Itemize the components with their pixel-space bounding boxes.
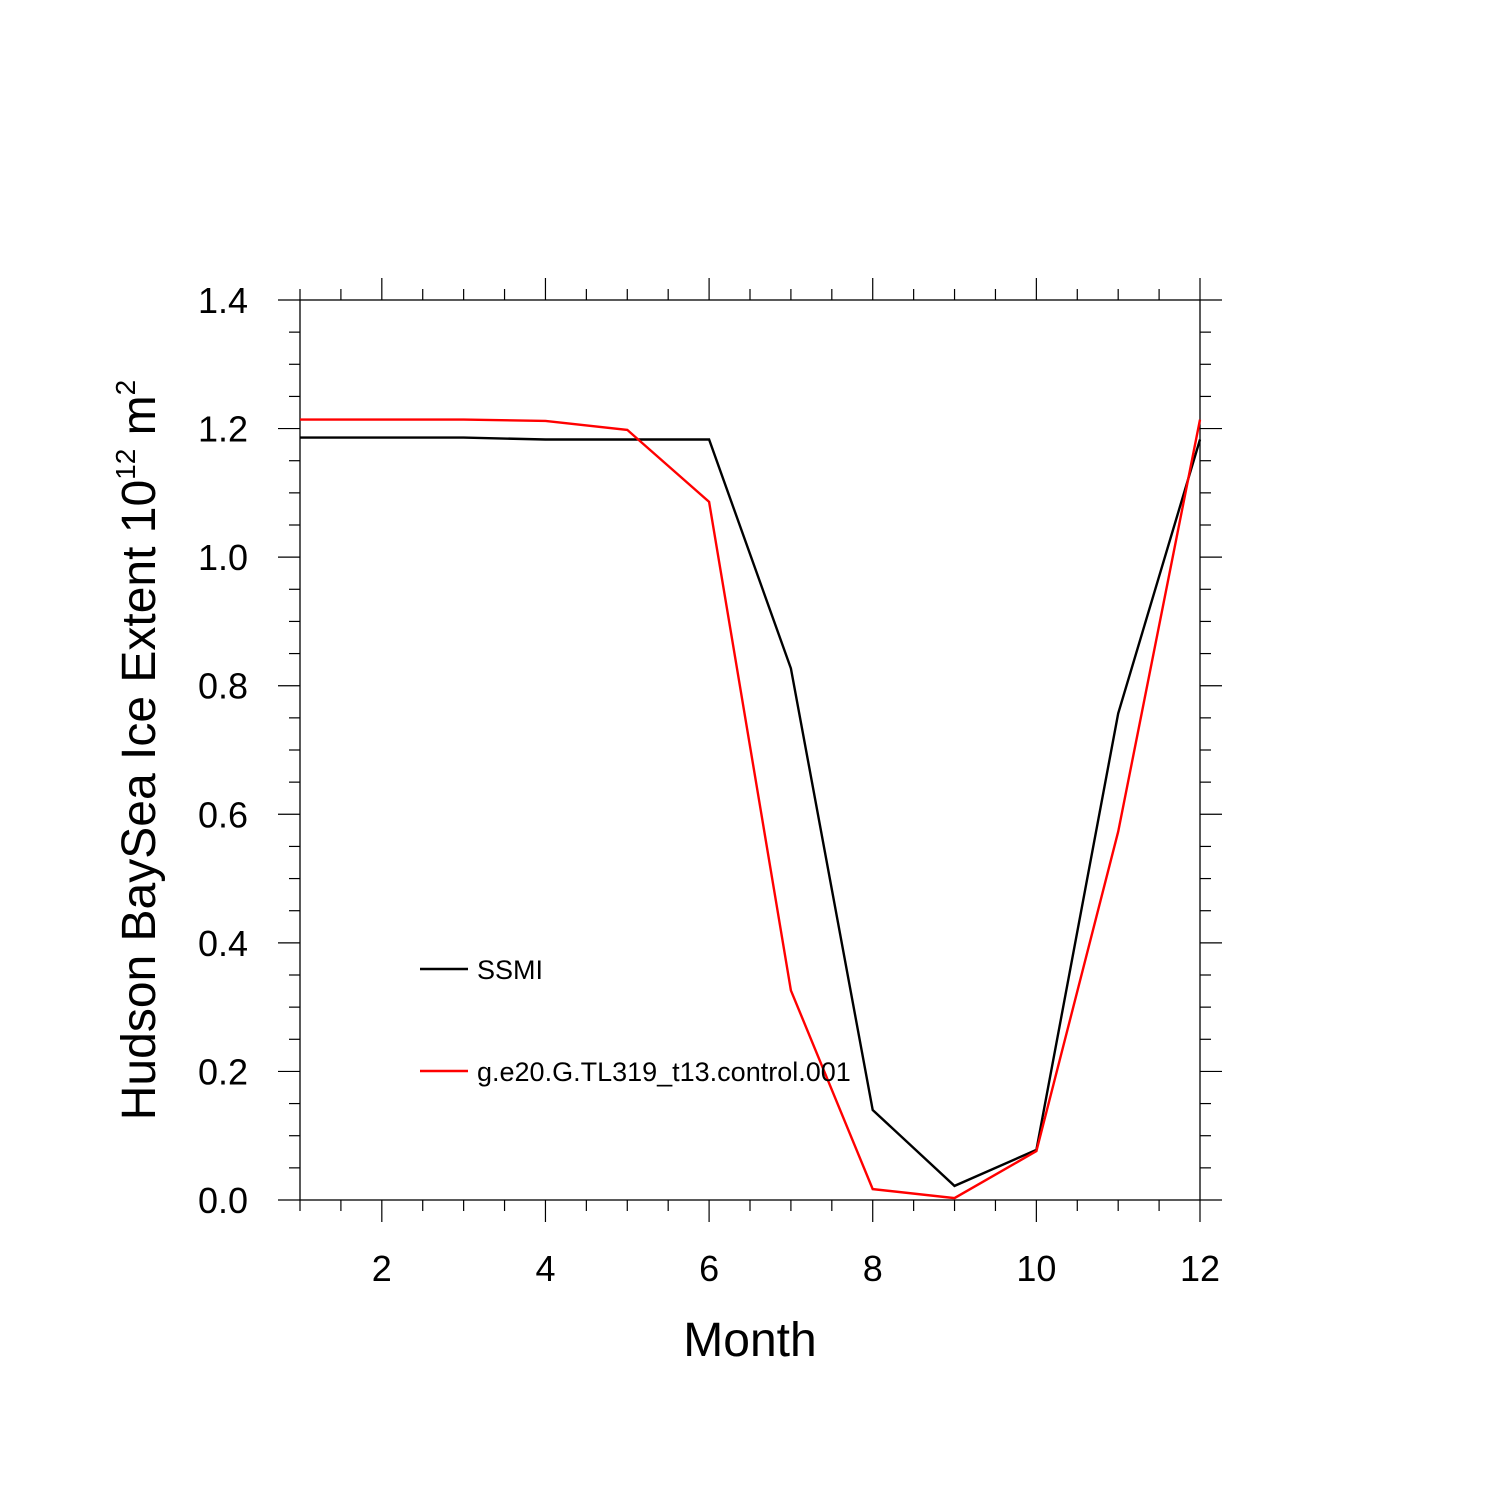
x-tick-label: 12: [1180, 1248, 1220, 1289]
legend-label: SSMI: [477, 955, 543, 985]
y-tick-label: 0.2: [198, 1051, 248, 1092]
major-ticks: [278, 278, 1222, 1222]
y-axis-title-unit-exponent: 2: [110, 380, 141, 396]
legend-label: g.e20.G.TL319_t13.control.001: [477, 1057, 851, 1087]
y-tick-label: 0.0: [198, 1180, 248, 1221]
y-tick-label: 0.4: [198, 923, 248, 964]
y-tick-label: 0.6: [198, 794, 248, 835]
y-tick-label: 0.8: [198, 666, 248, 707]
minor-ticks: [289, 289, 1211, 1211]
y-axis-title-prefix: Hudson BaySea Ice Extent 10: [113, 480, 166, 1120]
x-tick-label: 2: [372, 1248, 392, 1289]
y-tick-label: 1.2: [198, 409, 248, 450]
series-lines: [300, 418, 1202, 1200]
x-tick-label: 4: [535, 1248, 555, 1289]
x-tick-label: 6: [699, 1248, 719, 1289]
y-axis-title-exponent: 12: [110, 449, 141, 480]
x-tick-label: 8: [863, 1248, 883, 1289]
legend: SSMI g.e20.G.TL319_t13.control.001: [420, 955, 851, 1087]
x-axis-title: Month: [683, 1314, 816, 1367]
y-tick-labels: 0.0 0.2 0.4 0.6 0.8 1.0 1.2 1.4: [198, 280, 248, 1221]
y-tick-label: 1.4: [198, 280, 248, 321]
y-axis-title-unit: m: [113, 395, 166, 448]
x-tick-label: 10: [1016, 1248, 1056, 1289]
x-tick-labels: 2 4 6 8 10 12: [372, 1248, 1220, 1289]
y-axis-title: Hudson BaySea Ice Extent 1012 m2: [110, 380, 166, 1120]
series-line-ssmi: [300, 436, 1202, 1188]
y-tick-label: 1.0: [198, 537, 248, 578]
series-line-model: [300, 418, 1202, 1200]
